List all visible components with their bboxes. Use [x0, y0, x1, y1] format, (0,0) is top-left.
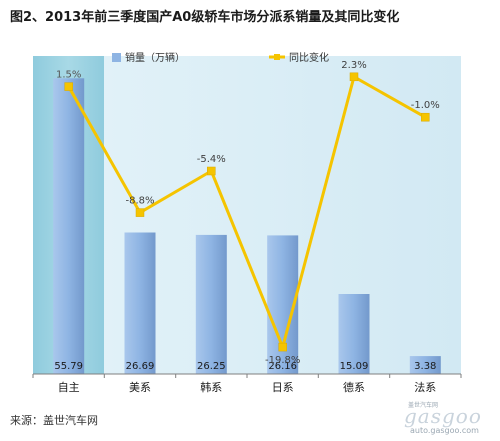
x-tick-label-德系: 德系	[343, 380, 365, 394]
bar-自主	[53, 78, 85, 375]
yoy-marker-德系	[349, 72, 359, 82]
source-note: 来源：盖世汽车网	[10, 414, 98, 427]
yoy-label-美系: -8.8%	[125, 196, 154, 207]
chart-title: 图2、2013年前三季度国产A0级轿车市场分派系销量及其同比变化	[10, 10, 400, 25]
yoy-line	[67, 75, 427, 349]
yoy-marker-美系	[135, 208, 145, 217]
watermark-brand: gasgoo	[404, 404, 482, 428]
plot-area	[33, 56, 461, 374]
bar-label-法系: 3.38	[414, 361, 436, 372]
bar-label-自主: 55.79	[54, 361, 83, 372]
x-tick-label-韩系: 韩系	[200, 380, 222, 394]
x-tick-label-法系: 法系	[414, 380, 436, 394]
watermark-tagline: 盖世汽车网	[408, 402, 439, 409]
yoy-marker-法系	[421, 112, 430, 122]
yoy-label-韩系: -5.4%	[197, 154, 226, 165]
yoy-marker-韩系	[207, 166, 216, 176]
yoy-label-日系: -19.8%	[265, 355, 300, 366]
bar-label-日系: 26.16	[268, 361, 297, 372]
bar-德系	[338, 294, 370, 374]
bar-label-德系: 15.09	[340, 361, 369, 372]
yoy-label-法系: -1.0%	[411, 100, 440, 111]
bar-韩系	[195, 234, 227, 374]
bar-label-韩系: 26.25	[197, 361, 226, 372]
yoy-label-德系: 2.3%	[341, 60, 366, 71]
yoy-marker-自主	[64, 82, 73, 91]
legend-bar-label: 销量（万辆）	[125, 51, 185, 64]
watermark-logo: 盖世汽车网 gasgoo auto.gasgoo.com	[404, 402, 496, 436]
x-tick-label-自主: 自主	[58, 381, 80, 394]
bar-label-美系: 26.69	[126, 361, 155, 372]
legend-line-marker	[274, 54, 280, 60]
bar-法系	[409, 356, 441, 374]
legend-bar-swatch	[112, 53, 121, 62]
x-tick-label-日系: 日系	[272, 381, 294, 394]
legend-line-label: 同比变化	[289, 51, 329, 64]
bar-美系	[124, 232, 156, 374]
watermark-url: auto.gasgoo.com	[410, 426, 479, 435]
yoy-marker-日系	[278, 342, 287, 352]
legend: 销量（万辆） 同比变化	[112, 51, 329, 64]
x-tick-label-美系: 美系	[129, 381, 151, 394]
yoy-label-自主: 1.5%	[56, 70, 81, 81]
